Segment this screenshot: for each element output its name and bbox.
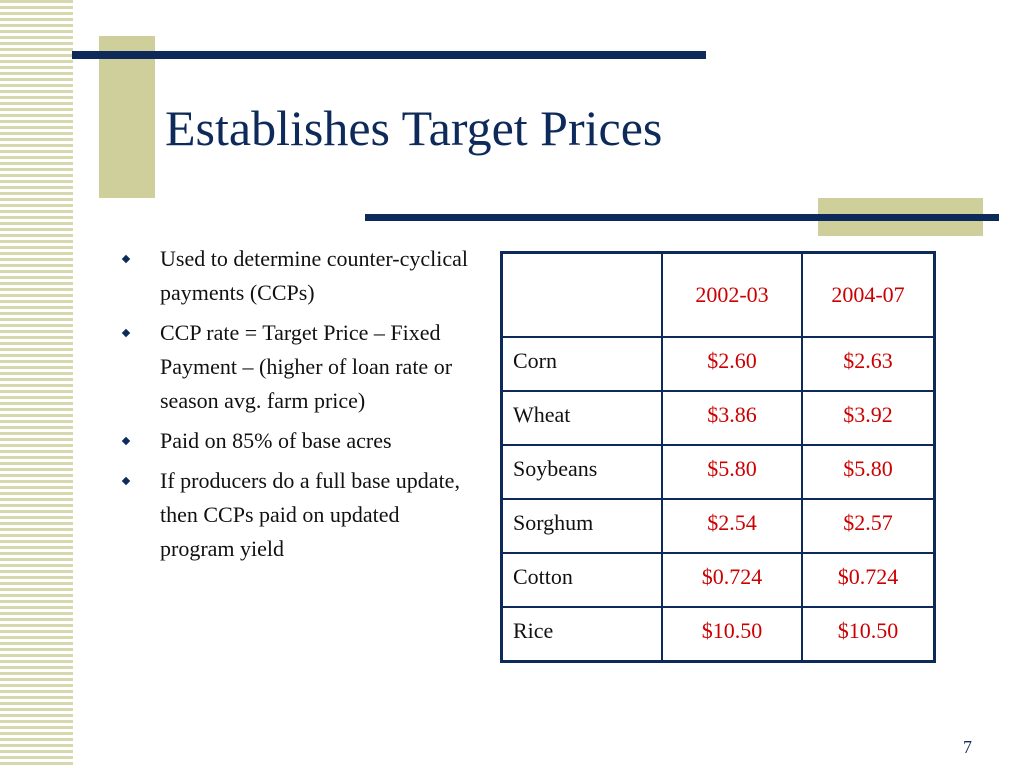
left-stripe-decoration — [0, 0, 73, 768]
bullet-item: Paid on 85% of base acres — [120, 424, 470, 458]
table-header-cell — [500, 251, 663, 338]
slide-title: Establishes Target Prices — [165, 100, 663, 156]
price-cell: $2.57 — [801, 498, 936, 554]
diamond-bullet-icon — [121, 476, 131, 486]
bullet-text: Paid on 85% of base acres — [160, 428, 392, 453]
table-header-cell: 2002-03 — [661, 251, 803, 338]
bullet-item: Used to determine counter-cyclical payme… — [120, 242, 470, 310]
bullet-text: CCP rate = Target Price – Fixed Payment … — [160, 320, 453, 413]
price-cell: $3.92 — [801, 390, 936, 446]
top-rule — [72, 51, 706, 59]
target-price-table: 2002-03 2004-07 Corn $2.60 $2.63 Wheat $… — [500, 251, 936, 663]
price-cell: $3.86 — [661, 390, 803, 446]
price-cell: $10.50 — [801, 606, 936, 663]
diamond-bullet-icon — [121, 436, 131, 446]
bullet-text: If producers do a full base update, then… — [160, 468, 460, 561]
price-cell: $5.80 — [801, 444, 936, 500]
crop-cell: Wheat — [500, 390, 663, 446]
crop-cell: Cotton — [500, 552, 663, 608]
diamond-bullet-icon — [121, 328, 131, 338]
bullet-text: Used to determine counter-cyclical payme… — [160, 246, 469, 305]
crop-cell: Corn — [500, 336, 663, 392]
table-row: Sorghum $2.54 $2.57 — [500, 498, 936, 554]
price-cell: $2.63 — [801, 336, 936, 392]
mid-rule — [365, 214, 999, 221]
price-cell: $0.724 — [661, 552, 803, 608]
crop-cell: Rice — [500, 606, 663, 663]
price-cell: $10.50 — [661, 606, 803, 663]
page-number: 7 — [963, 737, 972, 757]
table-row: Cotton $0.724 $0.724 — [500, 552, 936, 608]
diamond-bullet-icon — [121, 254, 131, 264]
bullet-item: If producers do a full base update, then… — [120, 464, 470, 566]
table-header-row: 2002-03 2004-07 — [500, 251, 936, 338]
title-accent-block — [99, 36, 155, 198]
table-row: Soybeans $5.80 $5.80 — [500, 444, 936, 500]
table-row: Rice $10.50 $10.50 — [500, 606, 936, 663]
price-cell: $2.54 — [661, 498, 803, 554]
crop-cell: Soybeans — [500, 444, 663, 500]
bullet-list: Used to determine counter-cyclical payme… — [120, 242, 470, 572]
crop-cell: Sorghum — [500, 498, 663, 554]
price-cell: $5.80 — [661, 444, 803, 500]
bullet-item: CCP rate = Target Price – Fixed Payment … — [120, 316, 470, 418]
price-cell: $2.60 — [661, 336, 803, 392]
table-row: Corn $2.60 $2.63 — [500, 336, 936, 392]
table-header-cell: 2004-07 — [801, 251, 936, 338]
price-cell: $0.724 — [801, 552, 936, 608]
table-row: Wheat $3.86 $3.92 — [500, 390, 936, 446]
